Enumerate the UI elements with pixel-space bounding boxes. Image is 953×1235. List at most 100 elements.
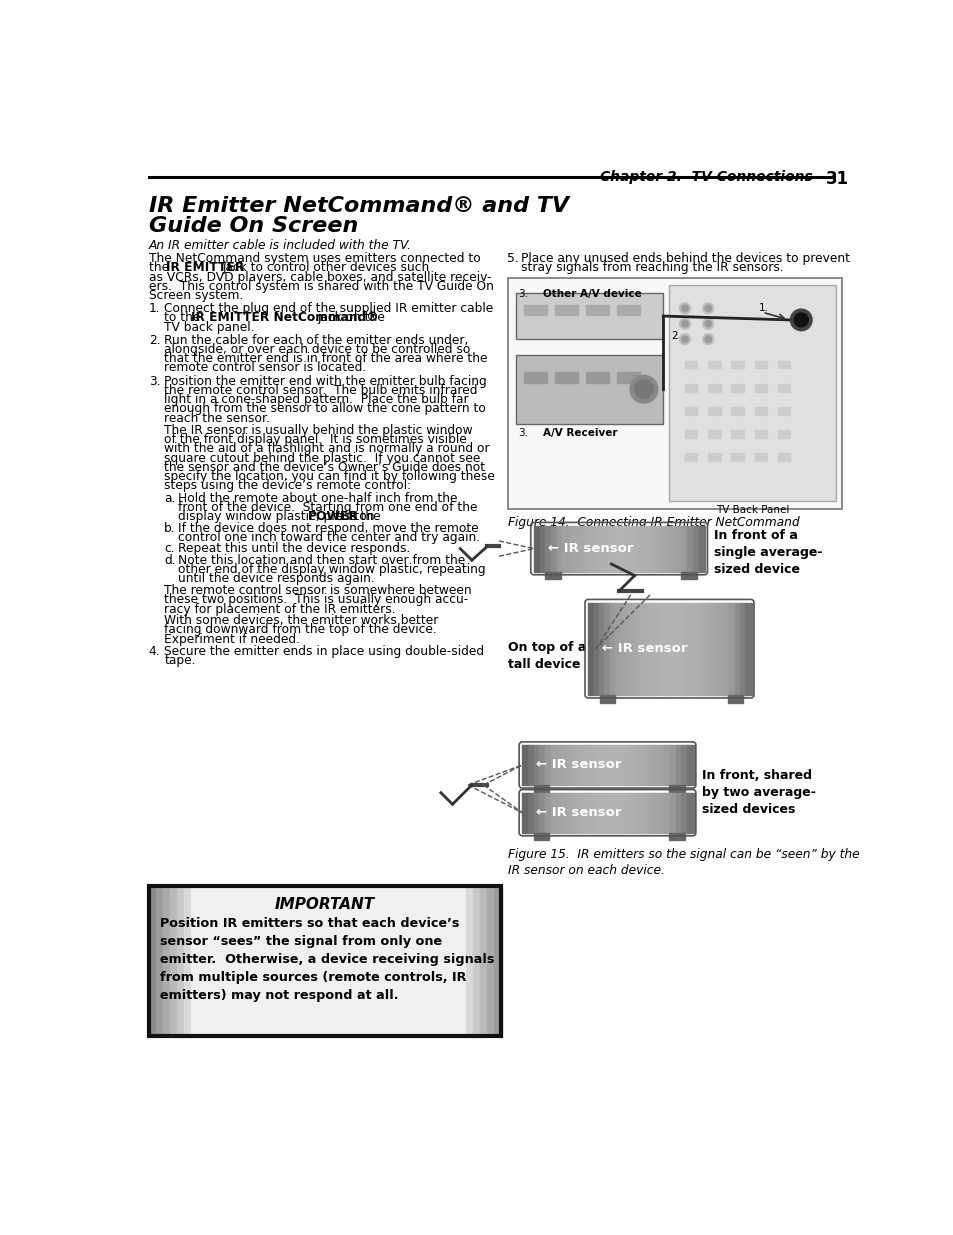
Text: jack to control other devices such: jack to control other devices such [222, 262, 429, 274]
Bar [685, 603, 691, 695]
Bar [317, 885, 325, 1036]
Bar [684, 406, 697, 415]
Text: A/V Receiver: A/V Receiver [542, 427, 617, 437]
Bar [684, 453, 697, 461]
Bar [659, 526, 664, 572]
Text: IMPORTANT: IMPORTANT [274, 897, 375, 911]
Bar [561, 745, 568, 785]
Bar [367, 885, 375, 1036]
Bar [607, 526, 614, 572]
Bar [290, 885, 297, 1036]
Text: IR EMITTER: IR EMITTER [166, 262, 244, 274]
Bar [676, 526, 681, 572]
Bar [728, 603, 735, 695]
Bar [534, 785, 549, 793]
Text: Experiment if needed.: Experiment if needed. [164, 632, 300, 646]
Bar [360, 885, 368, 1036]
Bar [601, 793, 608, 832]
Bar [466, 885, 474, 1036]
Bar [311, 885, 318, 1036]
Bar [613, 745, 619, 785]
Bar [381, 885, 389, 1036]
Bar [675, 745, 681, 785]
Bar [538, 745, 545, 785]
Bar [692, 526, 699, 572]
Bar [176, 885, 185, 1036]
Bar [647, 526, 654, 572]
Text: POWER: POWER [308, 510, 358, 524]
Text: b.: b. [164, 521, 175, 535]
Bar [479, 885, 488, 1036]
Bar [684, 361, 697, 368]
Text: d.: d. [164, 555, 175, 567]
Bar [686, 793, 693, 832]
Text: Figure 14.  Connecting IR Emitter NetCommand: Figure 14. Connecting IR Emitter NetComm… [508, 516, 799, 530]
Bar [416, 885, 424, 1036]
Text: If the device does not respond, move the remote: If the device does not respond, move the… [178, 521, 478, 535]
Bar [707, 361, 720, 368]
Text: with the aid of a flashlight and is normally a round or: with the aid of a flashlight and is norm… [164, 442, 489, 456]
Bar [707, 430, 720, 437]
Circle shape [679, 319, 690, 330]
Bar [731, 361, 743, 368]
Circle shape [704, 336, 711, 342]
Bar [707, 406, 720, 415]
Bar [556, 793, 562, 832]
Bar [545, 526, 551, 572]
Bar [637, 603, 642, 695]
Bar [613, 526, 619, 572]
Bar [437, 885, 445, 1036]
Bar [778, 384, 790, 391]
Bar [669, 793, 676, 832]
Bar [585, 305, 608, 315]
Text: specify the location, you can find it by following these: specify the location, you can find it by… [164, 471, 495, 483]
Bar [670, 526, 676, 572]
Bar [544, 745, 551, 785]
Bar [325, 885, 333, 1036]
Text: 31: 31 [825, 169, 848, 188]
Text: c.: c. [164, 542, 174, 556]
Bar [754, 430, 766, 437]
Bar [754, 453, 766, 461]
Bar [615, 603, 620, 695]
Text: ers.  This control system is shared with the TV Guide On: ers. This control system is shared with … [149, 280, 493, 293]
Text: other end of the display window plastic, repeating: other end of the display window plastic,… [178, 563, 485, 577]
Bar [198, 885, 206, 1036]
Text: Hold the remote about one-half inch from the: Hold the remote about one-half inch from… [178, 492, 457, 505]
Bar [155, 885, 163, 1036]
Text: facing downward from the top of the device.: facing downward from the top of the devi… [164, 624, 436, 636]
Text: steps using the device’s remote control:: steps using the device’s remote control: [164, 479, 411, 493]
Text: ← IR sensor: ← IR sensor [547, 542, 633, 555]
Circle shape [702, 319, 713, 330]
Bar [567, 526, 574, 572]
Bar [646, 745, 653, 785]
Bar [727, 695, 742, 703]
Text: IR EMITTER NetCommand®: IR EMITTER NetCommand® [191, 311, 378, 325]
Text: Guide On Screen: Guide On Screen [149, 216, 357, 236]
Text: 2.: 2. [149, 333, 160, 347]
Bar [555, 372, 578, 383]
Text: until the device responds again.: until the device responds again. [178, 573, 375, 585]
Bar [431, 885, 438, 1036]
Bar [596, 526, 602, 572]
Circle shape [681, 305, 687, 311]
Bar [585, 372, 608, 383]
Text: square cutout behind the plastic.  If you cannot see: square cutout behind the plastic. If you… [164, 452, 480, 464]
Bar [669, 832, 684, 841]
Text: as VCRs, DVD players, cable boxes, and satellite receiv-: as VCRs, DVD players, cable boxes, and s… [149, 270, 491, 284]
Bar [618, 793, 624, 832]
Circle shape [794, 312, 807, 327]
Text: jack on the: jack on the [317, 311, 385, 325]
Bar [578, 745, 585, 785]
Bar [596, 793, 602, 832]
Bar [707, 384, 720, 391]
Bar [205, 885, 213, 1036]
Bar [599, 695, 615, 703]
Bar [247, 885, 255, 1036]
Bar [590, 526, 597, 572]
Bar [701, 603, 707, 695]
Bar [402, 885, 410, 1036]
Bar [388, 885, 395, 1036]
Bar [573, 745, 579, 785]
Bar [561, 793, 568, 832]
